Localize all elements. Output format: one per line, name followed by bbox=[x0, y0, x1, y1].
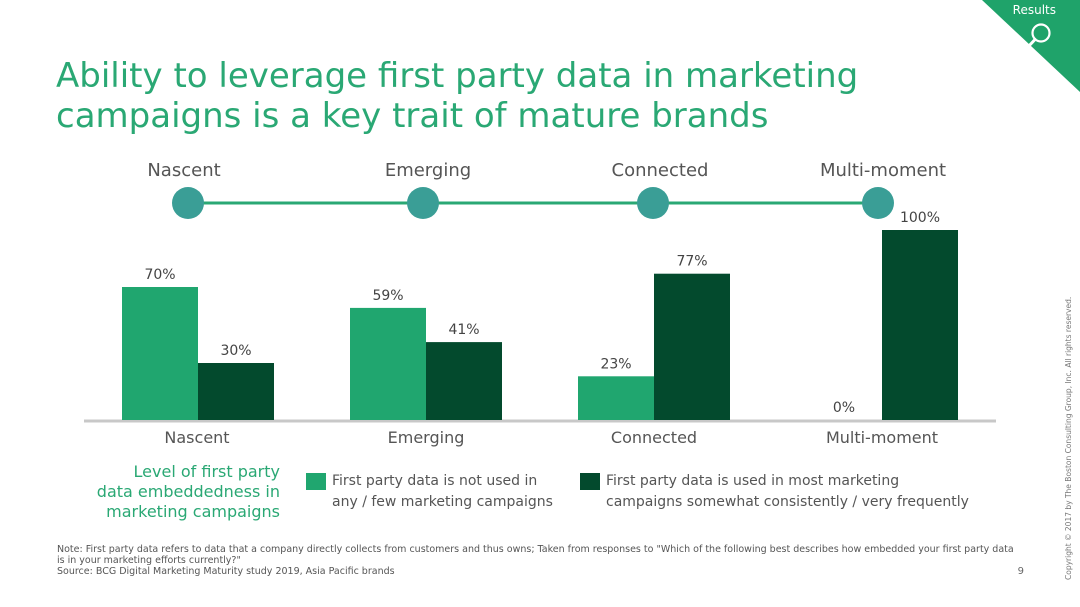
search-icon bbox=[1025, 23, 1051, 50]
results-label: Results bbox=[1012, 3, 1056, 17]
legend-caption-line: Level of first party bbox=[133, 462, 280, 481]
bar-nascent-not-used bbox=[122, 287, 198, 420]
stage-label-emerging: Emerging bbox=[384, 160, 472, 181]
data-label-multi-moment-not-used: 0% bbox=[833, 400, 855, 416]
source-text: Source: BCG Digital Marketing Maturity s… bbox=[57, 566, 395, 577]
results-corner-badge bbox=[982, 0, 1080, 92]
data-label-nascent-not-used: 70% bbox=[144, 267, 175, 283]
legend-item-used: First party data is used in most marketi… bbox=[606, 471, 969, 513]
data-label-emerging-not-used: 59% bbox=[372, 288, 403, 304]
page-number: 9 bbox=[1017, 566, 1024, 577]
x-label-emerging: Emerging bbox=[387, 428, 465, 447]
legend-item-line: First party data is used in most marketi… bbox=[606, 473, 900, 489]
legend-caption-line: marketing campaigns bbox=[106, 502, 280, 521]
legend-item-line: any / few marketing campaigns bbox=[332, 494, 553, 510]
legend-swatch-not-used bbox=[306, 473, 326, 490]
bar-multi-moment-used bbox=[882, 230, 958, 420]
legend-caption: Level of first party data embeddedness i… bbox=[70, 462, 280, 522]
note-text: Note: First party data refers to data th… bbox=[57, 544, 1014, 566]
data-label-multi-moment-used: 100% bbox=[900, 210, 940, 226]
x-label-connected: Connected bbox=[610, 428, 698, 447]
data-label-emerging-used: 41% bbox=[448, 322, 479, 338]
stage-label-connected: Connected bbox=[611, 160, 709, 181]
copyright-text: Copyright © 2017 by The Boston Consultin… bbox=[1064, 296, 1073, 580]
bar-emerging-not-used bbox=[350, 307, 426, 420]
data-label-connected-used: 77% bbox=[676, 254, 707, 270]
legend-item-line: campaigns somewhat consistently / very f… bbox=[606, 494, 969, 510]
x-label-multi-moment: Multi-moment bbox=[825, 428, 939, 447]
bar-connected-not-used bbox=[578, 376, 654, 420]
legend-item-not-used: First party data is not used in any / fe… bbox=[332, 471, 553, 513]
stage-label-nascent: Nascent bbox=[147, 160, 221, 181]
bar-connected-used bbox=[654, 273, 730, 420]
legend-item-line: First party data is not used in bbox=[332, 473, 538, 489]
stage-label-multi-moment: Multi-moment bbox=[819, 160, 947, 181]
footnote: Note: First party data refers to data th… bbox=[57, 544, 1017, 577]
legend-swatch-used bbox=[580, 473, 600, 490]
bar-nascent-used bbox=[198, 363, 274, 420]
x-label-nascent: Nascent bbox=[164, 428, 230, 447]
data-label-connected-not-used: 23% bbox=[600, 356, 631, 372]
slide-title: Ability to leverage first party data in … bbox=[56, 56, 859, 136]
data-label-nascent-used: 30% bbox=[220, 343, 251, 359]
legend-caption-line: data embeddedness in bbox=[96, 482, 280, 501]
bar-emerging-used bbox=[426, 342, 502, 420]
